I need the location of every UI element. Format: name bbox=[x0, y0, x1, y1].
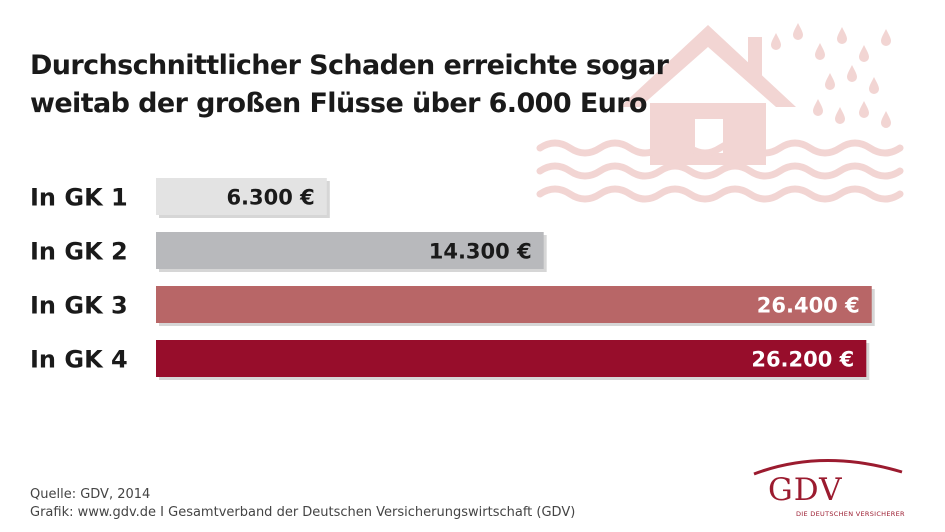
flooded-house-icon bbox=[536, 23, 904, 203]
chart-title-line-2: weitab der großen Flüsse über 6.000 Euro bbox=[30, 88, 648, 119]
category-label: In GK 3 bbox=[30, 292, 128, 320]
bar bbox=[156, 232, 544, 269]
category-label: In GK 2 bbox=[30, 238, 128, 266]
gdv-logo: GDV DIE DEUTSCHEN VERSICHERER bbox=[752, 452, 912, 522]
bar bbox=[156, 340, 867, 377]
chart-title: Durchschnittlicher Schaden erreichte sog… bbox=[30, 47, 669, 123]
footer: Quelle: GDV, 2014 Grafik: www.gdv.de I G… bbox=[30, 486, 575, 522]
bar-value-label: 26.200 € bbox=[751, 348, 854, 372]
source-note: Quelle: GDV, 2014 bbox=[30, 487, 151, 502]
bar-value-label: 6.300 € bbox=[226, 186, 314, 210]
logo-text: GDV bbox=[768, 472, 843, 508]
bar-value-label: 26.400 € bbox=[757, 294, 860, 318]
category-label: In GK 1 bbox=[30, 184, 128, 212]
credit-note: Grafik: www.gdv.de I Gesamtverband der D… bbox=[30, 505, 576, 520]
bar bbox=[156, 286, 872, 323]
bar bbox=[156, 178, 327, 215]
logo-arc-icon bbox=[753, 458, 903, 476]
bar-value-label: 14.300 € bbox=[429, 240, 532, 264]
chart-title-line-1: Durchschnittlicher Schaden erreichte sog… bbox=[30, 50, 669, 81]
logo-tagline: DIE DEUTSCHEN VERSICHERER bbox=[796, 510, 905, 518]
category-label: In GK 4 bbox=[30, 346, 128, 374]
